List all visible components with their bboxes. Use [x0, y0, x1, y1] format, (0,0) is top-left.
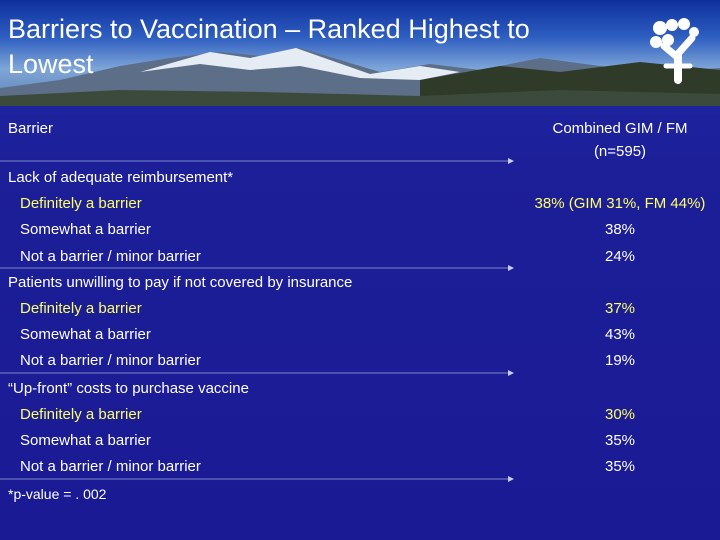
row-label: Definitely a barrier	[20, 300, 142, 317]
row-value: 35%	[604, 432, 636, 449]
row-label: Not a barrier / minor barrier	[20, 248, 201, 265]
divider-rule	[0, 265, 514, 271]
footnote: *p-value = . 002	[8, 486, 107, 502]
row-label: Not a barrier / minor barrier	[20, 352, 201, 369]
section-heading: Patients unwilling to pay if not covered…	[8, 274, 353, 291]
row-value: 24%	[604, 248, 636, 265]
row-label: Somewhat a barrier	[20, 221, 151, 238]
row-value: 30%	[604, 406, 636, 423]
column-header-sample-size: (n=595)	[593, 143, 647, 160]
divider-rule	[0, 476, 514, 482]
people-figure-icon	[650, 18, 699, 84]
row-value: 19%	[604, 352, 636, 369]
row-label: Somewhat a barrier	[20, 326, 151, 343]
row-label: Not a barrier / minor barrier	[20, 458, 201, 475]
divider-rule	[0, 370, 514, 376]
title-banner: Barriers to Vaccination – Ranked Highest…	[0, 0, 720, 106]
row-label: Definitely a barrier	[20, 406, 142, 423]
row-value: 35%	[604, 458, 636, 475]
row-value: 38% (GIM 31%, FM 44%)	[534, 195, 706, 212]
row-label: Definitely a barrier	[20, 195, 142, 212]
row-value: 37%	[604, 300, 636, 317]
row-value: 43%	[604, 326, 636, 343]
slide-title: Barriers to Vaccination – Ranked Highest…	[8, 14, 530, 79]
column-header-barrier: Barrier	[8, 120, 54, 137]
row-label: Somewhat a barrier	[20, 432, 151, 449]
mountain-landscape-image	[0, 48, 720, 106]
row-value: 38%	[604, 221, 636, 238]
section-heading: Lack of adequate reimbursement*	[8, 169, 234, 186]
column-header-combined: Combined GIM / FM	[552, 120, 688, 137]
divider-rule	[0, 158, 514, 164]
section-heading: “Up-front” costs to purchase vaccine	[8, 380, 249, 397]
